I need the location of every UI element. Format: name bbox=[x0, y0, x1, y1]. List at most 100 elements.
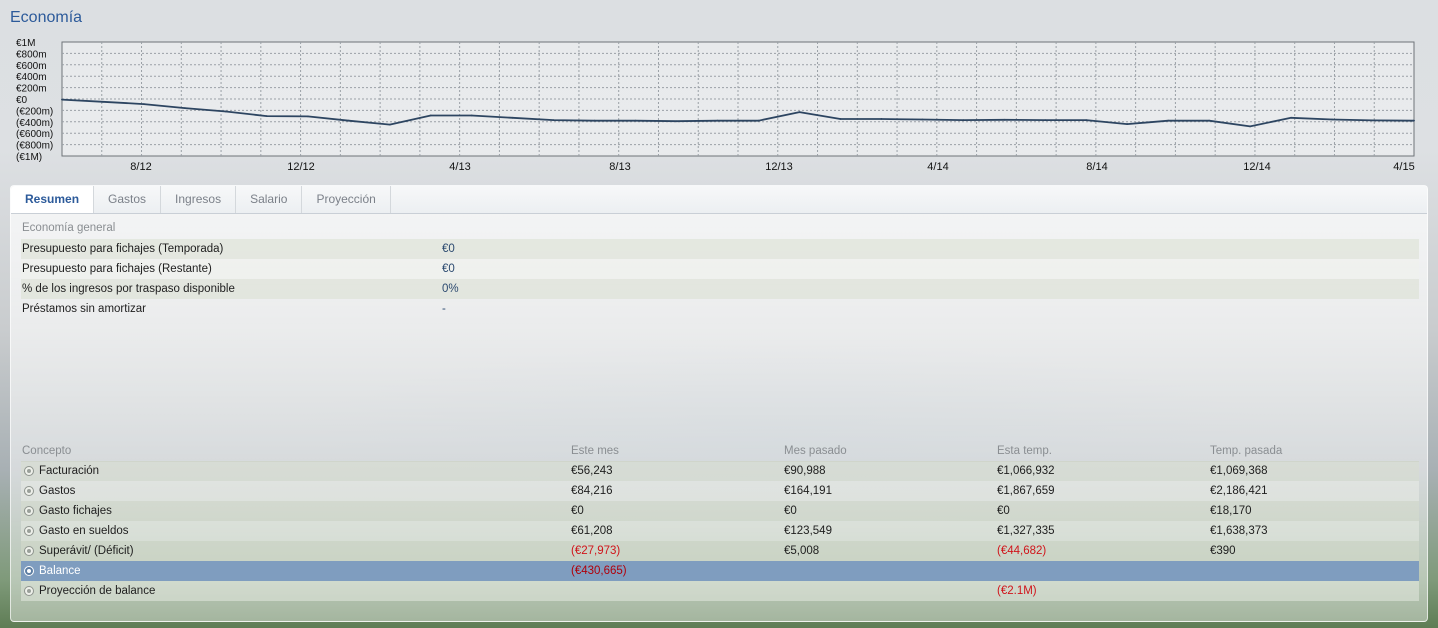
table-row-gasto-sueldos[interactable]: Gasto en sueldos €61,208 €123,549 €1,327… bbox=[21, 521, 1419, 541]
data-point bbox=[1085, 119, 1088, 121]
cell-mes-pasado: €123,549 bbox=[784, 525, 832, 537]
cell-esta-temp: (€44,682) bbox=[997, 545, 1047, 557]
cell-esta-temp: €0 bbox=[997, 505, 1010, 517]
cell-mes-pasado: €164,191 bbox=[784, 485, 832, 497]
data-point bbox=[1290, 116, 1292, 119]
x-tick-label: 8/13 bbox=[609, 161, 630, 173]
general-row-value: €0 bbox=[442, 243, 455, 255]
y-tick-label: (€1M) bbox=[16, 152, 42, 163]
series-line bbox=[61, 98, 1415, 128]
x-tick-label: 4/15 bbox=[1393, 161, 1414, 173]
finance-panel: Resumen Gastos Ingresos Salario Proyecci… bbox=[10, 185, 1428, 622]
radio-icon[interactable] bbox=[24, 506, 34, 516]
column-header-mes-pasado: Mes pasado bbox=[784, 445, 847, 457]
x-tick-label: 12/14 bbox=[1243, 161, 1271, 173]
data-point bbox=[634, 119, 637, 122]
cell-esta-temp: (€2.1M) bbox=[997, 585, 1037, 597]
table-row-superavit[interactable]: Superávit/ (Déficit) (€27,973) €5,008 (€… bbox=[21, 541, 1419, 561]
y-tick-label: (€600m) bbox=[16, 129, 53, 140]
cell-mes-pasado: €0 bbox=[784, 505, 797, 517]
data-point bbox=[429, 114, 432, 117]
y-tick-label: €1M bbox=[16, 38, 35, 49]
cell-este-mes: (€430,665) bbox=[571, 565, 627, 577]
data-point bbox=[1044, 119, 1047, 121]
radio-icon[interactable] bbox=[24, 466, 34, 476]
column-header-este-mes: Este mes bbox=[571, 445, 619, 457]
general-row-value: 0% bbox=[442, 283, 459, 295]
general-section-header: Economía general bbox=[22, 222, 116, 234]
cell-temp-pasada: €1,638,373 bbox=[1210, 525, 1268, 537]
data-point bbox=[1003, 118, 1006, 121]
tab-resumen[interactable]: Resumen bbox=[11, 186, 95, 213]
finance-table-header: Concepto Este mes Mes pasado Esta temp. … bbox=[21, 441, 1419, 462]
cell-temp-pasada: €390 bbox=[1210, 545, 1236, 557]
cell-esta-temp: €1,327,335 bbox=[997, 525, 1055, 537]
y-tick-label: €0 bbox=[16, 95, 28, 106]
table-row-facturacion[interactable]: Facturación €56,243 €90,988 €1,066,932 €… bbox=[21, 461, 1419, 481]
tab-bar: Resumen Gastos Ingresos Salario Proyecci… bbox=[11, 186, 1427, 214]
data-point bbox=[1372, 119, 1374, 122]
general-row-transfer-income: % de los ingresos por traspaso disponibl… bbox=[21, 279, 1419, 299]
general-row-budget-season: Presupuesto para fichajes (Temporada) €0 bbox=[21, 239, 1419, 259]
radio-icon[interactable] bbox=[24, 586, 34, 596]
data-point bbox=[511, 116, 514, 119]
finance-chart: €1M €800m €600m €400m €200m €0 (€200m) (€400m)(… bbox=[0, 32, 1438, 176]
table-row-proyeccion-balance[interactable]: Proyección de balance (€2.1M) bbox=[21, 581, 1419, 601]
radio-icon[interactable] bbox=[24, 486, 34, 496]
data-point bbox=[962, 119, 965, 121]
data-point bbox=[1208, 119, 1211, 122]
data-point bbox=[265, 115, 268, 117]
general-row-loans: Préstamos sin amortizar - bbox=[21, 299, 1419, 319]
data-point bbox=[306, 115, 309, 118]
row-label: Superávit/ (Déficit) bbox=[39, 545, 134, 557]
data-point bbox=[470, 114, 473, 117]
cell-mes-pasado: €90,988 bbox=[784, 465, 826, 477]
table-row-gasto-fichajes[interactable]: Gasto fichajes €0 €0 €0 €18,170 bbox=[21, 501, 1419, 521]
x-tick-label: 12/13 bbox=[765, 161, 793, 173]
x-tick-label: 4/13 bbox=[449, 161, 470, 173]
data-point bbox=[880, 118, 883, 120]
x-tick-label: 8/12 bbox=[130, 161, 151, 173]
tab-ingresos[interactable]: Ingresos bbox=[161, 186, 237, 213]
x-tick-label: 4/14 bbox=[927, 161, 948, 173]
x-tick-label: 8/14 bbox=[1086, 161, 1107, 173]
data-point bbox=[1126, 123, 1129, 125]
column-header-concepto: Concepto bbox=[22, 445, 72, 457]
radio-selected-icon[interactable] bbox=[24, 566, 34, 576]
table-row-gastos[interactable]: Gastos €84,216 €164,191 €1,867,659 €2,18… bbox=[21, 481, 1419, 501]
y-tick-label: €600m bbox=[16, 61, 47, 72]
data-point bbox=[347, 119, 350, 122]
radio-icon[interactable] bbox=[24, 526, 34, 536]
data-point bbox=[757, 119, 760, 122]
data-point bbox=[388, 123, 391, 126]
y-tick-label: (€200m) bbox=[16, 106, 53, 117]
cell-temp-pasada: €2,186,421 bbox=[1210, 485, 1268, 497]
page-title: Economía bbox=[10, 9, 83, 26]
tab-proyeccion[interactable]: Proyección bbox=[302, 186, 391, 213]
data-point bbox=[1249, 125, 1252, 128]
x-tick-label: 12/12 bbox=[287, 161, 315, 173]
tab-salario[interactable]: Salario bbox=[236, 186, 303, 213]
row-label: Gasto en sueldos bbox=[39, 525, 129, 537]
data-point bbox=[102, 100, 104, 103]
data-point bbox=[61, 98, 63, 101]
general-row-label: % de los ingresos por traspaso disponibl… bbox=[22, 283, 235, 295]
general-row-budget-remaining: Presupuesto para fichajes (Restante) €0 bbox=[21, 259, 1419, 279]
row-label: Facturación bbox=[39, 465, 100, 477]
finance-line-chart: €1M€800m€600m€400m€200m€0(€200m)(€400m)(… bbox=[16, 38, 1415, 173]
y-tick-label: €800m bbox=[16, 49, 47, 60]
column-header-esta-temp: Esta temp. bbox=[997, 445, 1052, 457]
row-label: Balance bbox=[39, 565, 81, 577]
row-label: Gasto fichajes bbox=[39, 505, 112, 517]
data-point bbox=[716, 119, 719, 122]
data-point bbox=[143, 103, 145, 106]
tab-gastos[interactable]: Gastos bbox=[94, 186, 162, 213]
row-label: Proyección de balance bbox=[39, 585, 156, 597]
radio-icon[interactable] bbox=[24, 546, 34, 556]
cell-este-mes: €84,216 bbox=[571, 485, 613, 497]
table-row-balance[interactable]: Balance (€430,665) bbox=[21, 561, 1419, 581]
general-row-label: Presupuesto para fichajes (Temporada) bbox=[22, 243, 224, 255]
data-point bbox=[921, 118, 924, 121]
data-point bbox=[675, 120, 678, 123]
y-tick-label: (€400m) bbox=[16, 118, 53, 129]
